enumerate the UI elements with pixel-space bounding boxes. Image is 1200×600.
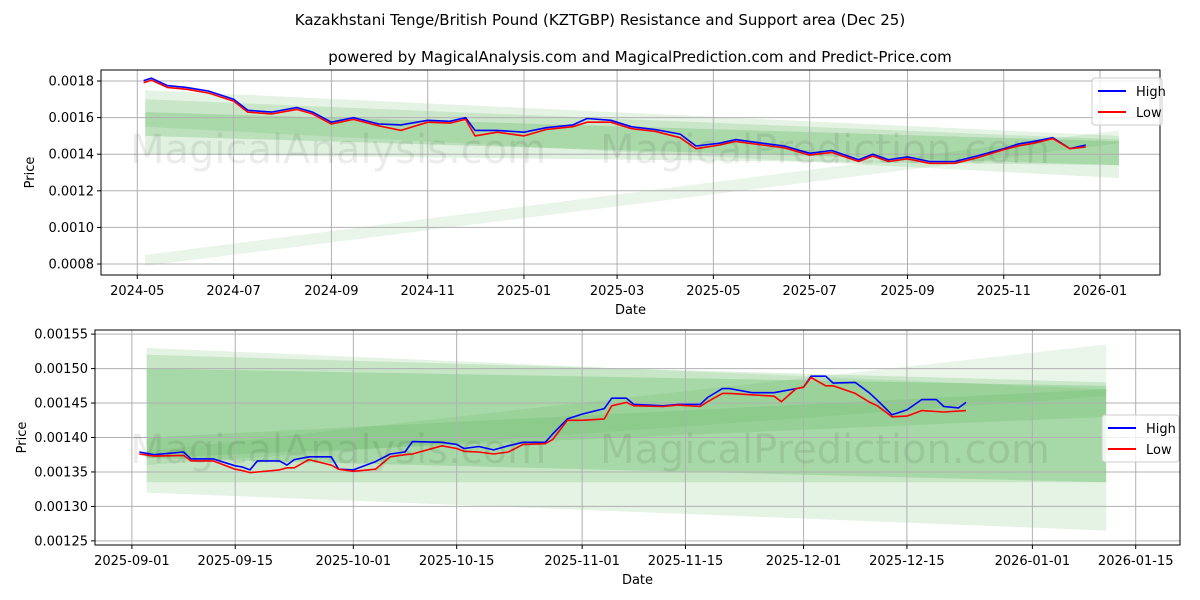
x-axis-label: Date [615, 303, 646, 318]
x-tick-label: 2026-01-01 [995, 554, 1071, 569]
series-line-high [139, 375, 967, 471]
x-tick-label: 2025-05 [686, 284, 740, 299]
y-tick-label: 0.00155 [34, 328, 88, 343]
y-tick-label: 0.0018 [49, 74, 95, 89]
legend: High Low [1091, 77, 1166, 126]
x-tick-label: 2025-11-15 [648, 554, 724, 569]
legend: High Low [1101, 414, 1180, 463]
x-tick-label: 2025-12-01 [766, 554, 842, 569]
y-tick-label: 0.00140 [34, 431, 88, 446]
x-tick-label: 2024-07 [206, 284, 260, 299]
y-tick-label: 0.00135 [34, 465, 88, 480]
support-resistance-band [146, 368, 1107, 483]
watermark: MagicalPrediction.com [600, 127, 1050, 173]
plot-frame [100, 69, 1161, 276]
x-tick-label: 2025-10-01 [316, 554, 392, 569]
y-axis-label: Price [23, 157, 38, 189]
y-tick-label: 0.0012 [49, 184, 95, 199]
y-tick-label: 0.0016 [49, 111, 95, 126]
legend-label: Low [1136, 106, 1162, 121]
x-tick-label: 2024-09 [304, 284, 358, 299]
x-axis-label: Date [622, 573, 653, 588]
y-tick-label: 0.0008 [49, 258, 95, 273]
watermark: MagicalAnalysis.com [130, 127, 546, 173]
support-resistance-band [146, 347, 1107, 531]
support-resistance-band [145, 90, 1119, 178]
y-tick-label: 0.0014 [49, 148, 95, 163]
x-tick-label: 2026-01-15 [1098, 554, 1174, 569]
series-line-low [139, 376, 967, 474]
support-resistance-band [146, 344, 1107, 466]
support-resistance-band [146, 389, 1107, 459]
support-resistance-band [145, 112, 1119, 166]
support-resistance-band [145, 99, 1119, 166]
series-line-high [143, 77, 1086, 163]
legend-label: Low [1146, 443, 1172, 458]
legend-label: High [1136, 85, 1166, 100]
y-tick-label: 0.00150 [34, 362, 88, 377]
y-tick-label: 0.00130 [34, 500, 88, 515]
support-resistance-band [145, 130, 1119, 266]
x-tick-label: 2024-11 [401, 284, 455, 299]
y-tick-label: 0.0010 [49, 221, 95, 236]
y-tick-label: 0.00125 [34, 534, 88, 549]
x-tick-label: 2025-07 [782, 284, 836, 299]
x-tick-label: 2026-01 [1073, 284, 1127, 299]
x-tick-label: 2025-01 [497, 284, 551, 299]
x-tick-label: 2025-12-15 [869, 554, 945, 569]
x-tick-label: 2024-05 [110, 284, 164, 299]
watermark: MagicalAnalysis.com [130, 427, 546, 473]
chart-subtitle: powered by MagicalAnalysis.com and Magic… [328, 48, 952, 66]
x-tick-label: 2025-10-15 [419, 554, 495, 569]
y-axis-label: Price [15, 422, 30, 454]
chart-1: 2024-05 2024-07 2024-09 2024-11 2025-01 2025-… [23, 69, 1166, 318]
chart-title: Kazakhstani Tenge/British Pound (KZTGBP)… [295, 11, 905, 29]
chart-2: 2025-09-01 2025-09-15 2025-10-01 2025-10-15… [15, 328, 1181, 588]
x-tick-label: 2025-09-15 [197, 554, 273, 569]
x-tick-label: 2025-09 [880, 284, 934, 299]
x-tick-label: 2025-11-01 [544, 554, 620, 569]
x-tick-label: 2025-11 [977, 284, 1031, 299]
x-tick-label: 2025-09-01 [94, 554, 170, 569]
plot-frame [94, 329, 1181, 546]
support-resistance-band [146, 354, 1107, 483]
legend-label: High [1146, 422, 1176, 437]
series-line-low [143, 79, 1086, 165]
x-tick-label: 2025-03 [590, 284, 644, 299]
watermark: MagicalPrediction.com [600, 427, 1050, 473]
y-tick-label: 0.00145 [34, 397, 88, 412]
